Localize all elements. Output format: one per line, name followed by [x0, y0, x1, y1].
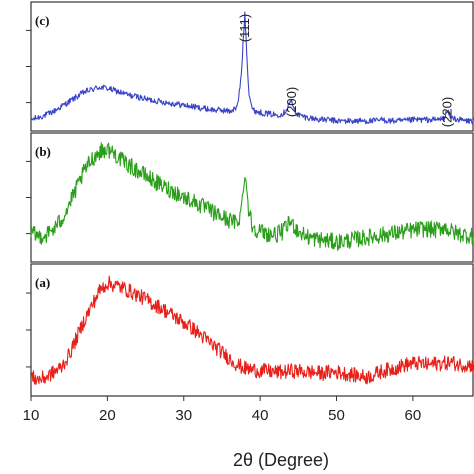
- peak-label: (220): [439, 97, 454, 127]
- x-tick-label: 10: [23, 407, 40, 424]
- xrd-trace-2-0: [30, 275, 474, 385]
- x-tick-label: 30: [175, 407, 192, 424]
- panel-label: (c): [35, 13, 49, 28]
- panel-1: (b): [26, 132, 474, 263]
- x-tick-label: 20: [99, 407, 116, 424]
- panel-label: (b): [35, 144, 51, 159]
- panel-label: (a): [35, 275, 50, 290]
- xrd-trace-1-0: [30, 142, 474, 251]
- xrd-trace-0-0: [30, 11, 474, 125]
- panel-0: (c) (111) (200) (220): [26, 1, 474, 132]
- x-axis: 10 20 30 40 50 60: [23, 396, 422, 424]
- x-tick-label: 60: [405, 407, 422, 424]
- x-tick-label: 40: [252, 407, 269, 424]
- x-axis-title: 2θ (Degree): [233, 450, 329, 470]
- peak-label: (200): [284, 87, 299, 117]
- x-tick-label: 50: [328, 407, 345, 424]
- panels-layer: (c) (111) (200) (220) (b) (a): [26, 1, 474, 397]
- panel-frame: [30, 263, 474, 397]
- panel-frame: [30, 1, 474, 132]
- peak-label: (111): [237, 14, 252, 42]
- panel-2: (a): [26, 263, 474, 397]
